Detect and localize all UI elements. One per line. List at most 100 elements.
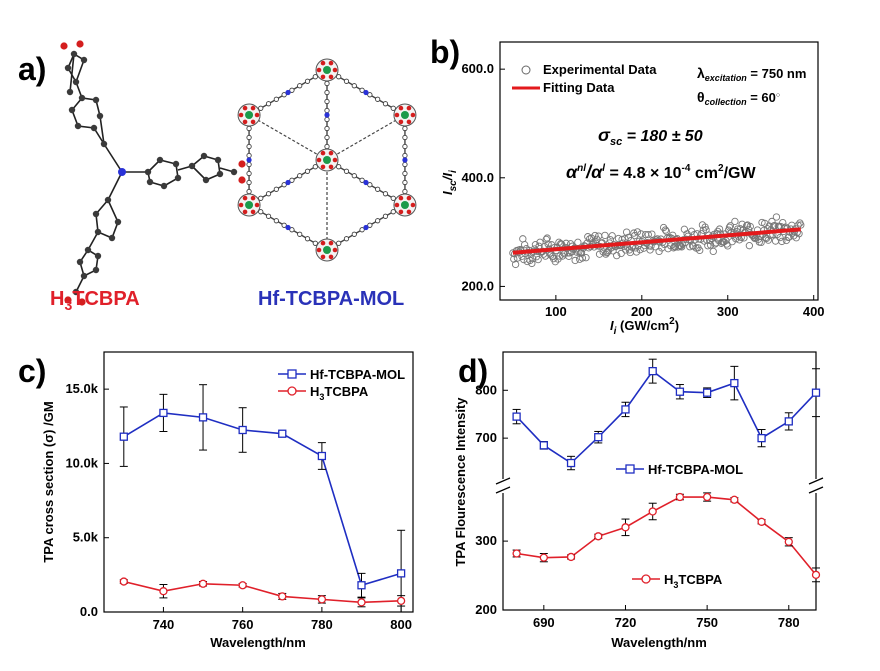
mof-linker (326, 114, 406, 161)
carbon-atoms (64, 50, 238, 296)
panel-c-plot-frame (103, 351, 414, 613)
x-tick-label: 400 (803, 304, 825, 319)
sigma-annotation: σsc = 180 ± 50 (598, 125, 703, 148)
mof-linker-atom (402, 161, 408, 168)
scatter-point (735, 236, 744, 244)
panel-c-letter: c) (18, 353, 46, 389)
panel-c-ticks: 740 760 780 800 0.0 5.0k 10.0k 15.0k (65, 381, 412, 632)
panel-d-y-label: TPA Flourescence Intensity (453, 397, 468, 567)
ligand-label: H3TCBPA (50, 288, 140, 313)
y-tick-label: 5.0k (73, 530, 99, 545)
mof-data-point (159, 408, 168, 418)
scatter-point (659, 223, 668, 232)
mof-oxygen-atom (254, 202, 260, 208)
mof-oxygen-atom (320, 60, 326, 66)
panel-c: c) 740 760 780 800 0.0 5.0k 10.0k 15.0k Hf-TCBP… (18, 351, 414, 650)
mof-linker-atom (246, 179, 252, 186)
legend-experimental-label: Experimental Data (543, 62, 657, 77)
panel-d-ticks: 690 720 750 780 700 800 200 300 (475, 382, 799, 630)
mof-data-point (811, 388, 821, 397)
mof-linker-atom (402, 170, 408, 177)
scatter-point (633, 228, 642, 236)
mof-linker-atom (265, 101, 272, 107)
mof-nitrogen-atom (324, 112, 330, 118)
mof-hf-atom (323, 246, 331, 254)
mof-linker-atom (359, 177, 365, 183)
mof-oxygen-atom (406, 195, 412, 201)
mof-linker-atom (402, 134, 408, 141)
scatter-point (531, 241, 540, 249)
x-tick-label: 750 (696, 615, 718, 630)
x-tick-label: 200 (631, 304, 653, 319)
panel-a-letter: a) (18, 51, 46, 87)
mof-linker-atom (351, 83, 357, 89)
mof-linker-atom (351, 231, 357, 237)
scatter-point (757, 238, 765, 247)
y-tick-label: 200.0 (461, 278, 494, 293)
scatter-point (613, 251, 621, 260)
scatter-point (746, 222, 754, 231)
mof-data-point (784, 417, 793, 426)
panel-b-ticks: 100 200 300 400 200.0 400.0 600.0 (461, 61, 824, 319)
panel-c-x-label: Wavelength/nm (210, 635, 306, 650)
legend-d-mof-label: Hf-TCBPA-MOL (648, 462, 743, 477)
ligand-data-point (512, 549, 521, 558)
mof-oxygen-atom (406, 209, 412, 215)
mof-series-line (516, 370, 817, 465)
scatter-point (715, 225, 724, 233)
ligand-data-point (757, 517, 766, 526)
mof-linker-atom (258, 195, 264, 201)
mof-linker-atom (402, 152, 408, 159)
ligand-data-point (198, 579, 208, 588)
panel-d-plot-frame (502, 351, 817, 611)
scatter-point (785, 233, 793, 241)
mof-label: Hf-TCBPA-MOL (258, 288, 404, 310)
scatter-point (733, 225, 742, 233)
scatter-point (644, 230, 652, 239)
panel-a: a) (18, 40, 417, 313)
mof-linker-atom (367, 222, 373, 228)
panel-b-x-label: Ii (GW/cm2) (610, 316, 679, 337)
mof-linker-atom (343, 78, 350, 84)
x-tick-label: 760 (232, 617, 254, 632)
mof-hf-atom (323, 156, 331, 164)
ligand-data-point (317, 595, 327, 604)
scatter-point (571, 256, 579, 265)
mof-oxygen-atom (250, 119, 256, 125)
mof-nitrogen-atom (363, 89, 369, 96)
mof-linker-atom (367, 92, 373, 98)
mof-linker-atom (402, 179, 408, 186)
scatter-point (582, 254, 590, 262)
x-tick-label: 740 (153, 617, 175, 632)
mof-linker-atom (246, 152, 252, 159)
mof-linker-atom (312, 164, 318, 170)
mof-linker-atom (382, 191, 389, 197)
scatter-point (743, 222, 751, 230)
mof-linker-atom (324, 134, 330, 141)
mof-linker-atom (304, 236, 311, 242)
nitrogen-atom (118, 168, 126, 176)
scatter-point (724, 242, 732, 250)
mof-oxygen-atom (398, 209, 404, 215)
mof-oxygen-atom (332, 157, 338, 163)
mof-linker-atom (246, 143, 252, 150)
mof-data-point (512, 412, 521, 421)
mof-data-point (396, 569, 406, 578)
scatter-point (776, 233, 784, 242)
mof-linker-atom (246, 170, 252, 177)
panel-b-y-label: Isc/Ii (440, 170, 459, 195)
legend-mof-label: Hf-TCBPA-MOL (310, 367, 405, 382)
mof-linker-atom (273, 218, 279, 224)
scatter-point (738, 220, 746, 228)
y-tick-label: 300 (475, 533, 497, 548)
scatter-point (577, 249, 586, 257)
legend-fitting-label: Fitting Data (543, 80, 615, 95)
scatter-point (591, 231, 599, 240)
panel-b: b) 100 200 300 400 200.0 400.0 600.0 Experimen… (430, 34, 825, 337)
scatter-point (601, 231, 609, 240)
mof-linker-atom (324, 107, 330, 114)
mof-linker-atom (246, 188, 252, 195)
mof-oxygen-atom (242, 209, 248, 215)
mof-linker-atom (390, 209, 396, 215)
mof-linker-atom (359, 87, 365, 93)
